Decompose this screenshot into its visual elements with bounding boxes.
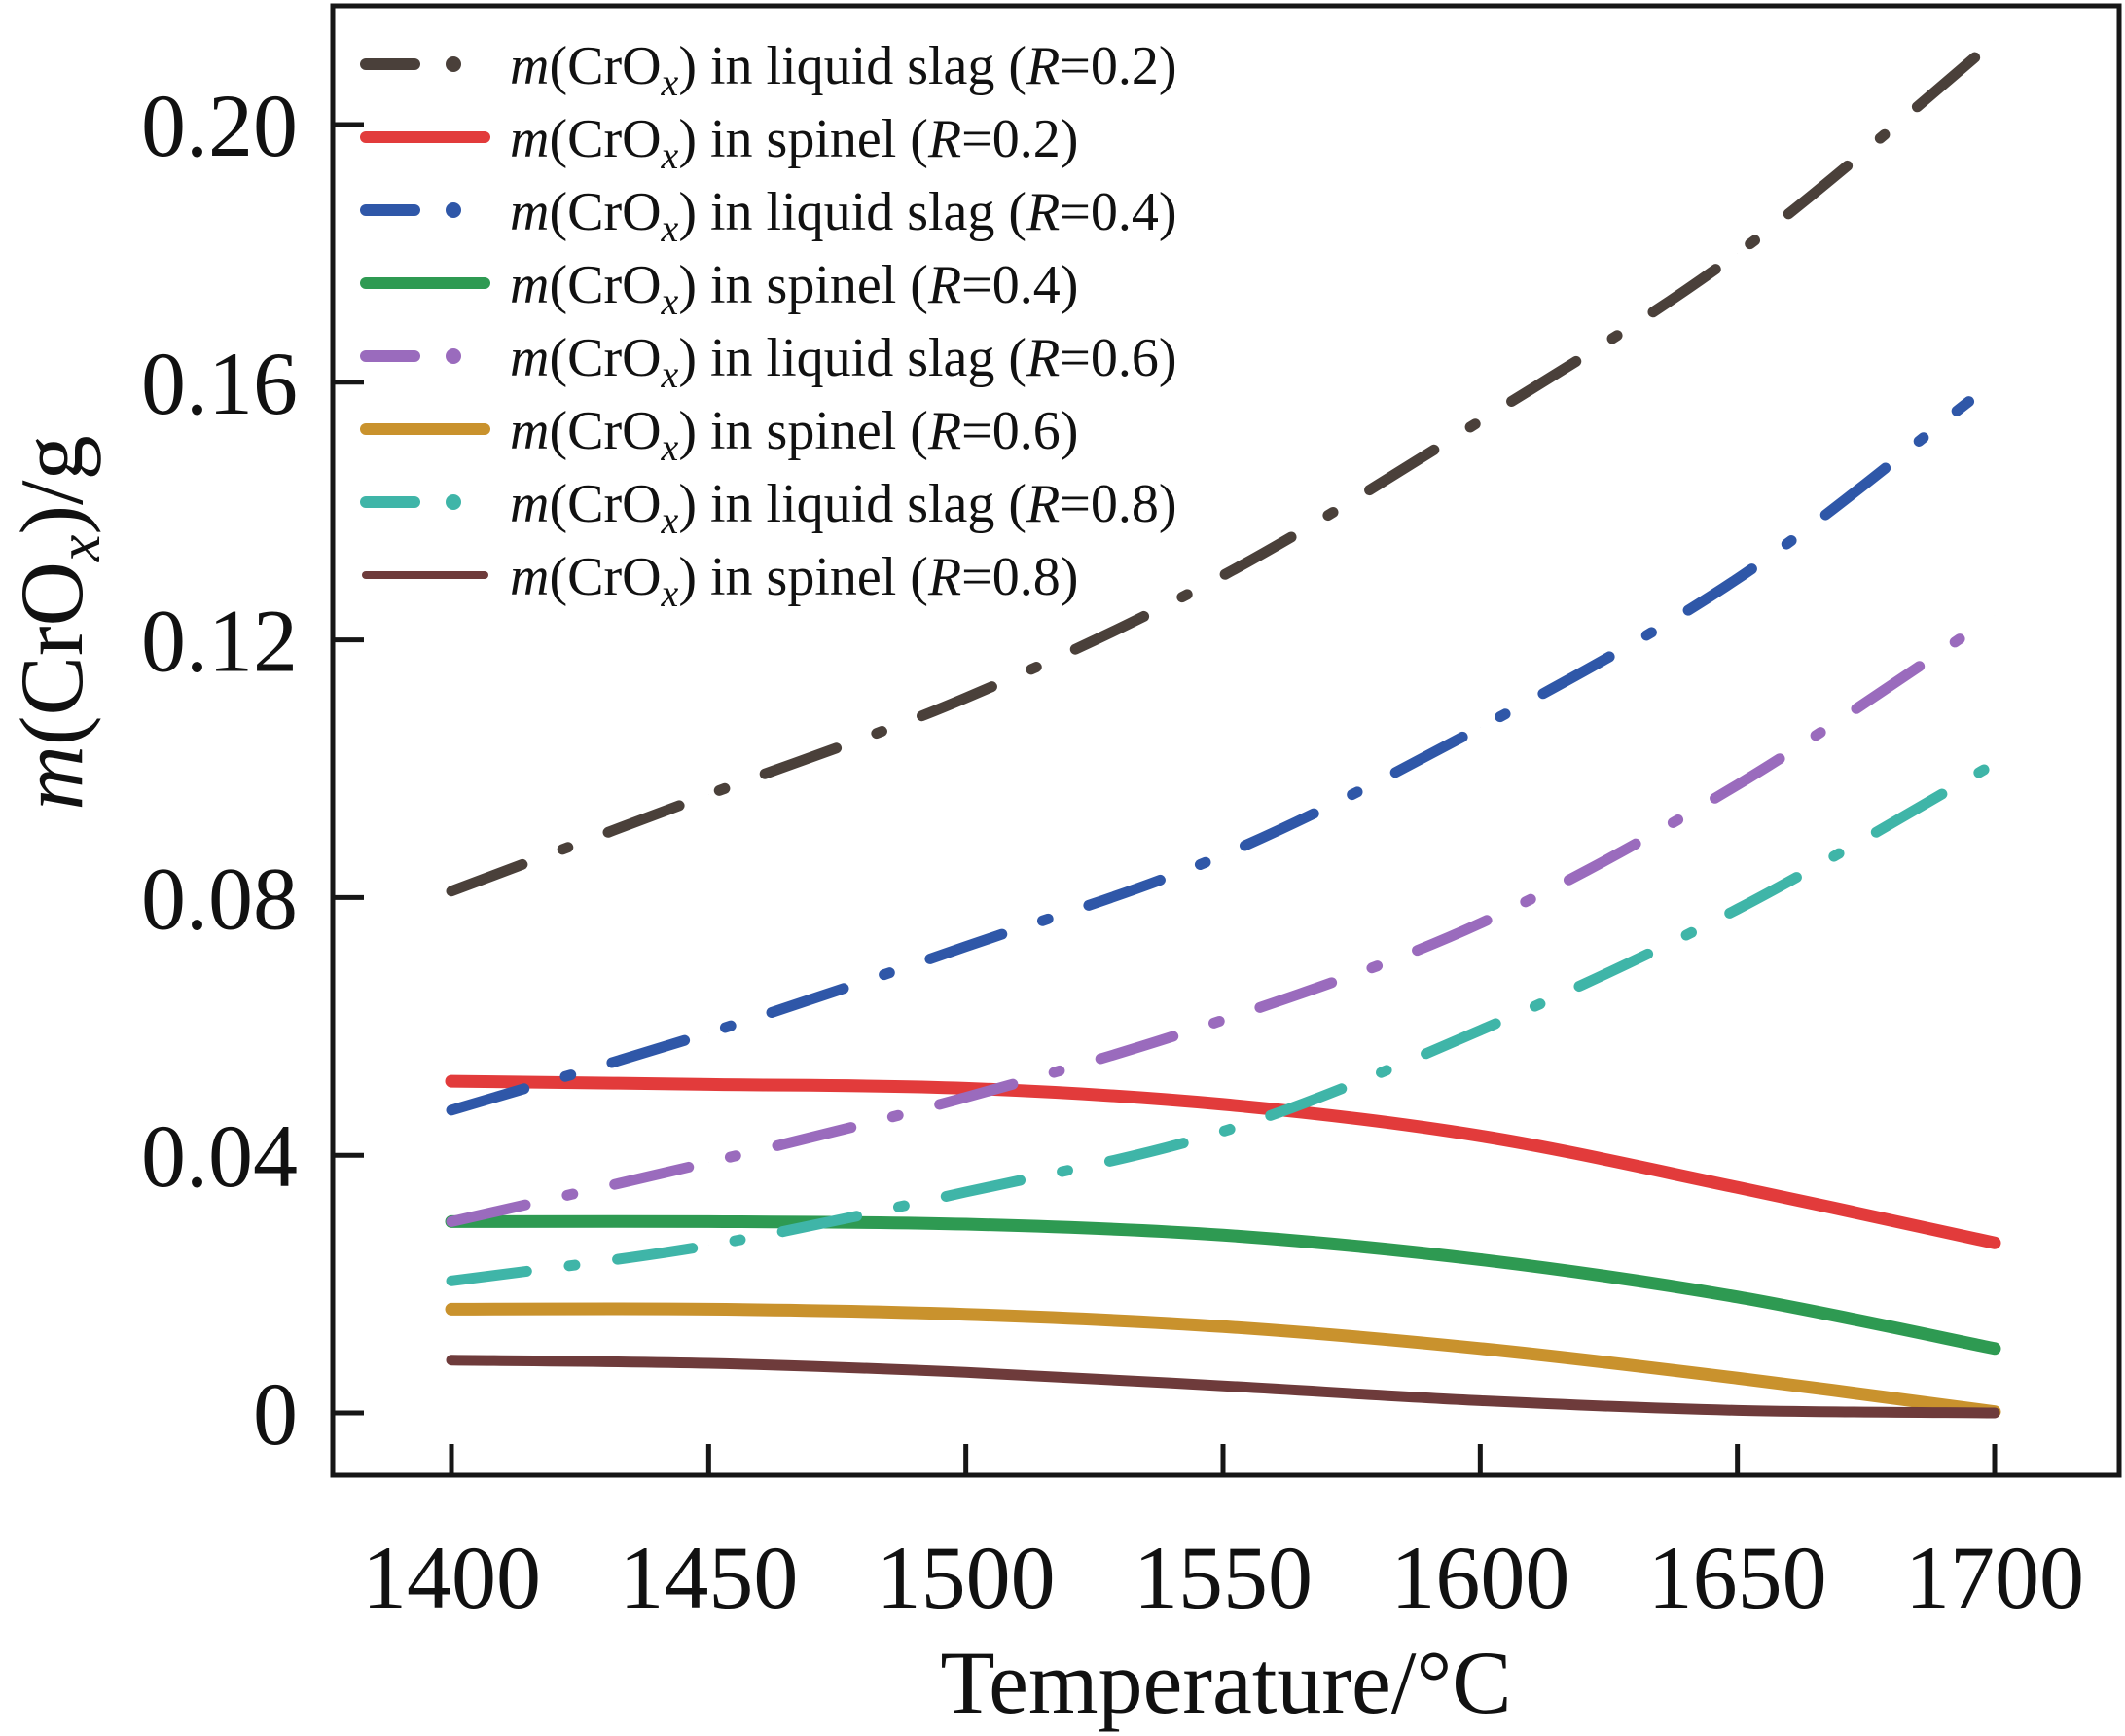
plot-frame (330, 3, 2122, 1478)
legend-label: m(CrOx) in liquid slag (R=0.8) (510, 474, 1177, 542)
legend-item: m(CrOx) in spinel (R=0.6) (360, 401, 1078, 469)
y-tick-label: 0.04 (141, 1106, 298, 1206)
legend-label-part: m (510, 474, 549, 534)
legend-label-part: R (927, 547, 961, 607)
y-axis-title-m: m (2, 745, 101, 810)
series-lines (445, 35, 2001, 1419)
legend-label-part: m (510, 401, 549, 461)
legend-swatch-dot (446, 202, 461, 218)
series-line-liquid-slag-r02 (446, 35, 2000, 897)
legend-label-part: =0.8) (961, 547, 1078, 607)
legend-label: m(CrOx) in liquid slag (R=0.2) (510, 36, 1177, 104)
legend-label-part: (CrO (549, 474, 661, 534)
legend-label-part: =0.6) (961, 401, 1078, 461)
legend-item: m(CrOx) in spinel (R=0.8) (362, 547, 1078, 615)
legend-label: m(CrOx) in spinel (R=0.6) (510, 401, 1078, 469)
legend-label-part: m (510, 182, 549, 242)
y-tick-label: 0 (253, 1364, 298, 1464)
legend-label-part: x (661, 352, 679, 396)
legend-label-part: (CrO (549, 36, 661, 96)
legend-label-part: (CrO (549, 401, 661, 461)
legend-label-part: =0.2) (1060, 36, 1176, 96)
x-tick-label: 1500 (877, 1528, 1056, 1627)
x-tick-label: 1450 (619, 1528, 798, 1627)
legend-label: m(CrOx) in liquid slag (R=0.4) (510, 182, 1177, 250)
legend-label-part: R (1026, 36, 1060, 96)
legend-label-part: =0.4) (1060, 182, 1176, 242)
x-tick-label: 1400 (362, 1528, 541, 1627)
legend-label: m(CrOx) in spinel (R=0.2) (510, 109, 1078, 177)
legend-label-part: x (661, 279, 679, 323)
legend-label-part: ) in liquid slag ( (678, 328, 1026, 388)
legend-label-part: m (510, 328, 549, 388)
legend-label-part: x (661, 425, 679, 469)
x-tick-label: 1700 (1905, 1528, 2084, 1627)
legend-label-part: m (510, 36, 549, 96)
y-axis-title-open: (CrO (2, 561, 101, 745)
x-tick-label: 1550 (1134, 1528, 1313, 1627)
legend-label-part: ) in liquid slag ( (678, 182, 1026, 242)
legend-item: m(CrOx) in liquid slag (R=0.6) (360, 328, 1177, 396)
legend-label-part: ) in liquid slag ( (678, 474, 1026, 534)
legend-label-part: x (661, 133, 679, 177)
legend-label-part: R (927, 109, 961, 169)
legend-label-part: R (1026, 328, 1060, 388)
legend-label-part: ) in spinel ( (678, 255, 928, 315)
legend-label: m(CrOx) in spinel (R=0.4) (510, 255, 1078, 323)
legend-label-part: x (661, 498, 679, 542)
y-tick-label: 0.08 (141, 849, 298, 948)
legend-label-part: ) in liquid slag ( (678, 36, 1026, 96)
legend-label-part: =0.6) (1060, 328, 1176, 388)
legend-label-part: x (661, 571, 679, 615)
legend-label-part: R (1026, 182, 1060, 242)
y-axis-title-close: )/g (2, 435, 101, 534)
legend-label-part: =0.2) (961, 109, 1078, 169)
legend-swatch-dot (446, 494, 461, 510)
series-line-liquid-slag-r06 (446, 609, 2000, 1227)
legend-label-part: (CrO (549, 182, 661, 242)
legend-item: m(CrOx) in spinel (R=0.2) (360, 109, 1078, 177)
legend-item: m(CrOx) in liquid slag (R=0.2) (360, 36, 1177, 104)
legend-label-part: (CrO (549, 109, 661, 169)
axes: 1400 1450 1500 1550 1600 1650 1700 0 0.04 0.08 0.1… (141, 3, 2122, 1627)
legend-label-part: =0.4) (961, 255, 1078, 315)
legend-label-part: m (510, 255, 549, 315)
x-tick-label: 1650 (1648, 1528, 1827, 1627)
legend-item: m(CrOx) in liquid slag (R=0.4) (360, 182, 1177, 250)
x-axis-title: Temperature/°C (940, 1633, 1511, 1732)
y-tick-label: 0.20 (141, 76, 298, 175)
legend-item: m(CrOx) in liquid slag (R=0.8) (360, 474, 1177, 542)
legend-label-part: R (927, 401, 961, 461)
legend-label-part: ) in spinel ( (678, 109, 928, 169)
legend-label: m(CrOx) in liquid slag (R=0.6) (510, 328, 1177, 396)
x-tick-label: 1600 (1390, 1528, 1569, 1627)
y-axis-title-sub: x (47, 534, 113, 562)
legend-label-part: x (661, 60, 679, 104)
legend-label-part: m (510, 547, 549, 607)
legend-label-part: x (661, 206, 679, 250)
y-tick-label: 0.16 (141, 334, 298, 433)
series-line-liquid-slag-r08 (446, 758, 2000, 1286)
legend-label-part: =0.8) (1060, 474, 1176, 534)
y-tick-label: 0.12 (141, 592, 298, 691)
legend-label-part: ) in spinel ( (678, 401, 928, 461)
legend-label-part: (CrO (549, 547, 661, 607)
series-line-liquid-slag-r04 (446, 396, 1975, 1116)
legend-label-part: ) in spinel ( (678, 547, 928, 607)
legend-label-part: (CrO (549, 328, 661, 388)
legend-swatch-dot (446, 56, 461, 72)
legend: m(CrOx) in liquid slag (R=0.2)m(CrOx) in… (360, 36, 1177, 615)
legend-label-part: (CrO (549, 255, 661, 315)
y-axis-title: m(CrOx)/g (2, 435, 113, 810)
legend-label-part: m (510, 109, 549, 169)
legend-label: m(CrOx) in spinel (R=0.8) (510, 547, 1078, 615)
legend-swatch-dot (446, 348, 461, 364)
legend-item: m(CrOx) in spinel (R=0.4) (360, 255, 1078, 323)
legend-label-part: R (1026, 474, 1060, 534)
legend-label-part: R (927, 255, 961, 315)
